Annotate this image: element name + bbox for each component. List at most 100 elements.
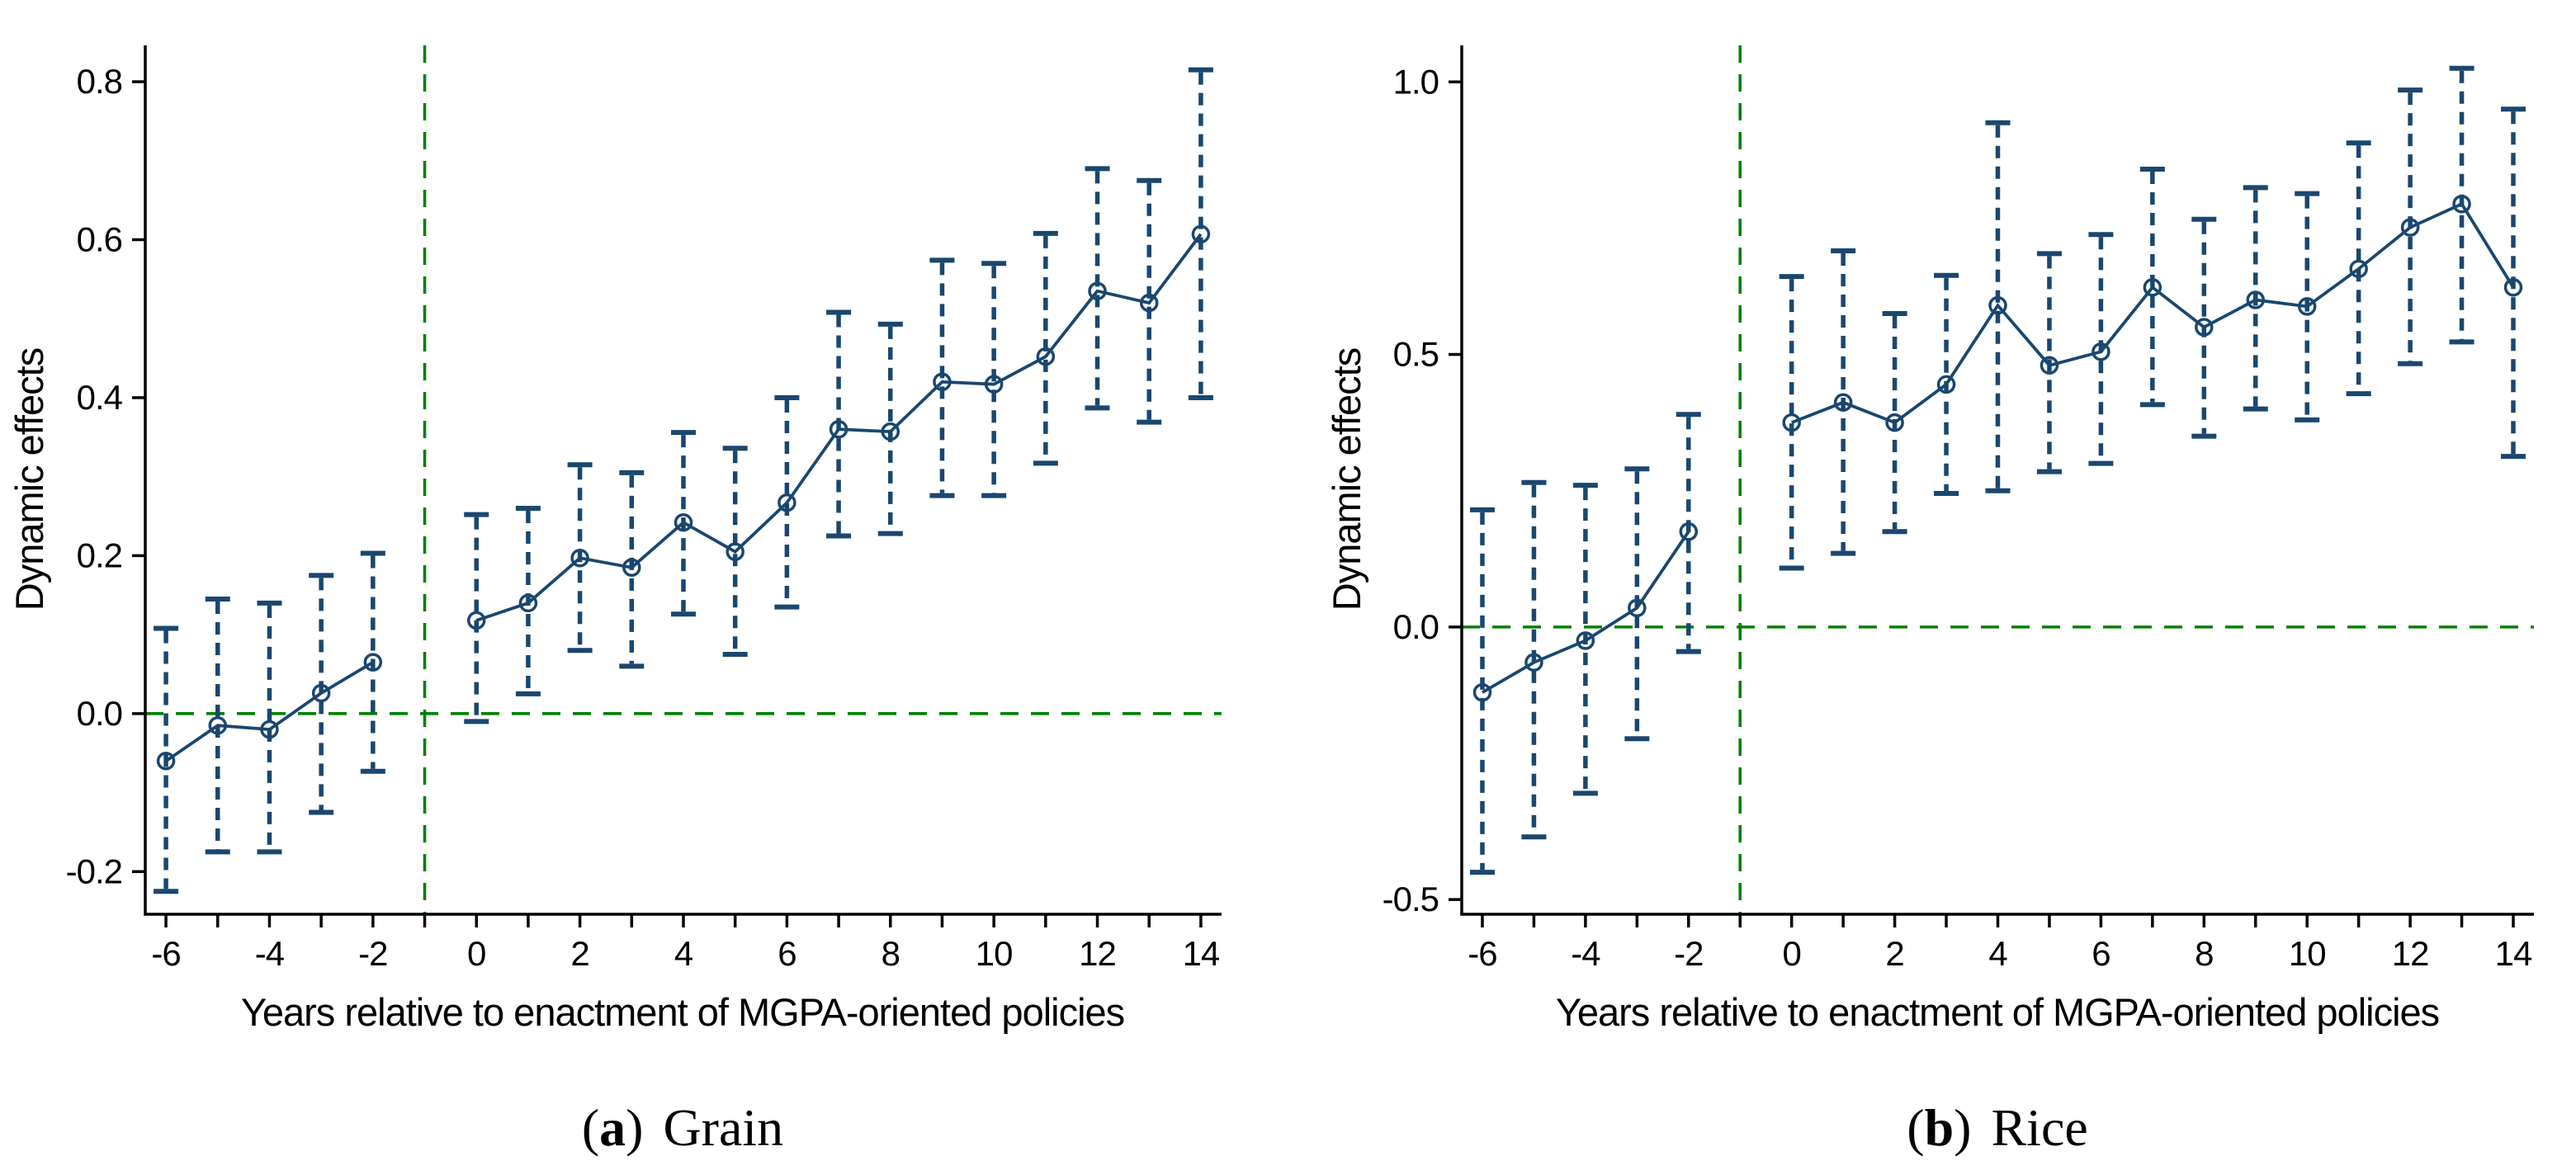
estimate-marker: [1988, 295, 2007, 315]
ci-bar: [360, 550, 385, 774]
y-tick-label: 0.0: [77, 694, 122, 733]
x-tick-label: 2: [570, 934, 588, 973]
x-tick-label: 2: [1885, 934, 1903, 973]
x-tick-label: 14: [1183, 934, 1220, 973]
estimate-marker: [2195, 318, 2214, 337]
x-tick-label: 4: [1988, 934, 2007, 973]
ci-bar: [257, 600, 282, 855]
y-tick-label: -0.5: [1383, 880, 1439, 918]
x-tick-label: 12: [2392, 934, 2429, 973]
estimate-marker: [1679, 522, 1699, 541]
estimate-marker: [260, 720, 279, 739]
estimate-marker: [2246, 290, 2266, 309]
estimate-marker: [570, 549, 589, 568]
ci-bar: [722, 446, 748, 658]
x-axis-title: Years relative to enactment of MGPA-orie…: [1556, 990, 2439, 1034]
estimate-marker: [2349, 259, 2368, 279]
estimate-marker: [1088, 281, 1107, 300]
estimate-marker: [1191, 224, 1211, 244]
x-tick-label: 4: [674, 934, 693, 973]
x-tick-label: -2: [1674, 934, 1703, 973]
estimate-marker: [2400, 218, 2420, 237]
ci-bar: [1676, 412, 1701, 654]
ci-bar: [1137, 177, 1162, 425]
x-tick-label: 14: [2495, 934, 2532, 973]
estimate-marker: [622, 558, 641, 578]
ci-bar: [1779, 274, 1804, 571]
estimate-marker: [2297, 297, 2317, 316]
x-tick-label: -2: [358, 934, 387, 973]
estimate-marker: [933, 372, 952, 392]
estimate-line: [1482, 531, 1690, 694]
panel-caption-grain: (a) Grain: [582, 1098, 783, 1157]
estimate-marker: [1936, 375, 1956, 394]
estimate-marker: [829, 419, 848, 439]
estimate-marker: [1885, 413, 1904, 432]
ci-bar: [981, 261, 1007, 498]
y-axis-title: Dynamic effects: [1325, 348, 1368, 611]
estimate-marker: [778, 493, 796, 512]
panel-rice: Dynamic effects 1.0 0.5 0.0 -0.5 -6 -4 -2 0 2 4 6 8…: [1325, 45, 2534, 1157]
x-tick-label: -4: [1571, 934, 1600, 973]
estimate-marker: [1524, 653, 1543, 672]
x-tick-label: 6: [778, 934, 796, 973]
y-tick-label: 0.5: [1393, 335, 1439, 374]
x-tick-label: 10: [976, 934, 1013, 973]
x-tick-label: -6: [151, 934, 180, 973]
x-tick-label: -4: [255, 934, 285, 973]
x-tick-label: 12: [1079, 934, 1116, 973]
plot-area-rice: 1.0 0.5 0.0 -0.5 -6 -4 -2 0 2 4 6 8 10 12 14: [1383, 45, 2534, 973]
estimate-marker: [2503, 278, 2523, 297]
estimate-marker: [674, 512, 693, 532]
ci-bar: [774, 394, 800, 610]
estimate-marker: [881, 422, 900, 441]
estimate-marker: [726, 542, 744, 561]
ci-bar: [1985, 120, 2011, 493]
panel-caption-rice: (b) Rice: [1907, 1098, 2088, 1157]
panel-grain: Dynamic effects 0.8 0.6 0.4 0.2 0.0 -0.2 -6 -4 -…: [7, 45, 1222, 1157]
y-tick-label: 1.0: [1393, 62, 1439, 101]
x-tick-label: 0: [467, 934, 485, 973]
x-tick-label: 10: [2289, 934, 2326, 973]
ci-bar: [309, 573, 334, 815]
ci-bar: [1469, 507, 1495, 875]
estimate-marker: [1628, 598, 1647, 617]
y-tick-label: 0.0: [1393, 607, 1439, 646]
estimate-line: [165, 660, 374, 762]
estimate-marker: [363, 653, 383, 672]
estimate-marker: [156, 752, 176, 771]
plot-area-grain: 0.8 0.6 0.4 0.2 0.0 -0.2 -6 -4 -2 0 2 4 6 8 10 12 14: [66, 45, 1222, 973]
x-tick-label: 0: [1783, 934, 1801, 973]
y-tick-label: 0.2: [77, 536, 122, 574]
ci-bar: [2501, 106, 2526, 460]
estimate-marker: [1576, 631, 1595, 650]
y-tick-label: 0.8: [77, 62, 122, 101]
estimate-line: [1791, 201, 2515, 425]
estimate-marker: [208, 715, 228, 735]
y-tick-label: 0.6: [77, 219, 122, 258]
estimate-marker: [1782, 413, 1801, 432]
estimate-marker: [2143, 278, 2162, 297]
x-tick-label: 6: [2092, 934, 2110, 973]
ci-bar: [1085, 166, 1110, 411]
ci-bar: [877, 321, 903, 536]
estimate-marker: [1139, 293, 1159, 313]
ci-bar: [929, 257, 955, 498]
y-tick-label: -0.2: [66, 852, 122, 890]
estimate-marker: [1036, 347, 1056, 366]
ci-bar: [2243, 185, 2268, 412]
estimate-marker: [2092, 342, 2110, 361]
estimate-marker: [1833, 393, 1853, 412]
ci-bar: [1188, 67, 1213, 400]
estimate-line: [475, 233, 1203, 622]
estimate-marker: [1472, 682, 1492, 702]
estimate-marker: [2452, 194, 2471, 214]
ci-bar: [619, 470, 645, 669]
x-tick-label: 8: [2195, 934, 2213, 973]
y-axis-title: Dynamic effects: [7, 348, 51, 611]
ci-bar: [2036, 251, 2062, 474]
estimate-marker: [466, 611, 486, 630]
ci-bar: [1521, 479, 1547, 840]
y-tick-label: 0.4: [77, 378, 123, 417]
